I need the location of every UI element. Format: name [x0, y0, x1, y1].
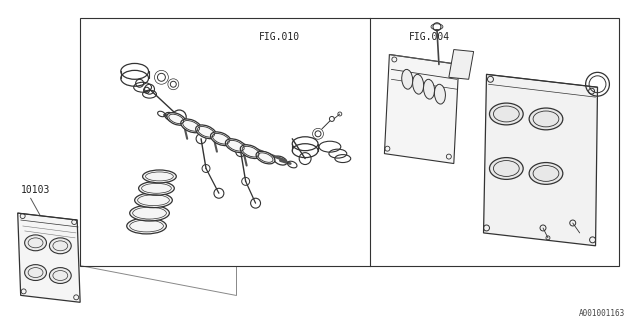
Polygon shape — [18, 213, 80, 302]
Text: FIG.010: FIG.010 — [259, 32, 300, 42]
Polygon shape — [484, 74, 598, 246]
Text: 10103: 10103 — [20, 185, 50, 195]
Ellipse shape — [529, 108, 563, 130]
Ellipse shape — [181, 119, 202, 133]
Ellipse shape — [490, 157, 523, 180]
Ellipse shape — [529, 163, 563, 184]
Ellipse shape — [196, 125, 216, 139]
Ellipse shape — [143, 170, 176, 183]
Ellipse shape — [256, 151, 275, 164]
Ellipse shape — [49, 238, 71, 254]
Bar — [80, 18, 620, 266]
Ellipse shape — [435, 84, 445, 104]
Polygon shape — [449, 50, 474, 79]
Polygon shape — [385, 54, 459, 164]
Ellipse shape — [402, 69, 413, 89]
Ellipse shape — [49, 268, 71, 284]
Text: A001001163: A001001163 — [579, 309, 625, 318]
Ellipse shape — [130, 205, 170, 221]
Ellipse shape — [134, 193, 172, 208]
Ellipse shape — [240, 145, 261, 158]
Ellipse shape — [25, 235, 47, 251]
Ellipse shape — [25, 265, 47, 281]
Text: FIG.004: FIG.004 — [409, 32, 451, 42]
Ellipse shape — [139, 181, 174, 195]
Ellipse shape — [490, 103, 523, 125]
Ellipse shape — [127, 218, 166, 234]
Ellipse shape — [225, 139, 246, 153]
Ellipse shape — [424, 79, 435, 99]
Ellipse shape — [167, 113, 186, 125]
Ellipse shape — [211, 132, 231, 146]
Ellipse shape — [413, 74, 424, 94]
